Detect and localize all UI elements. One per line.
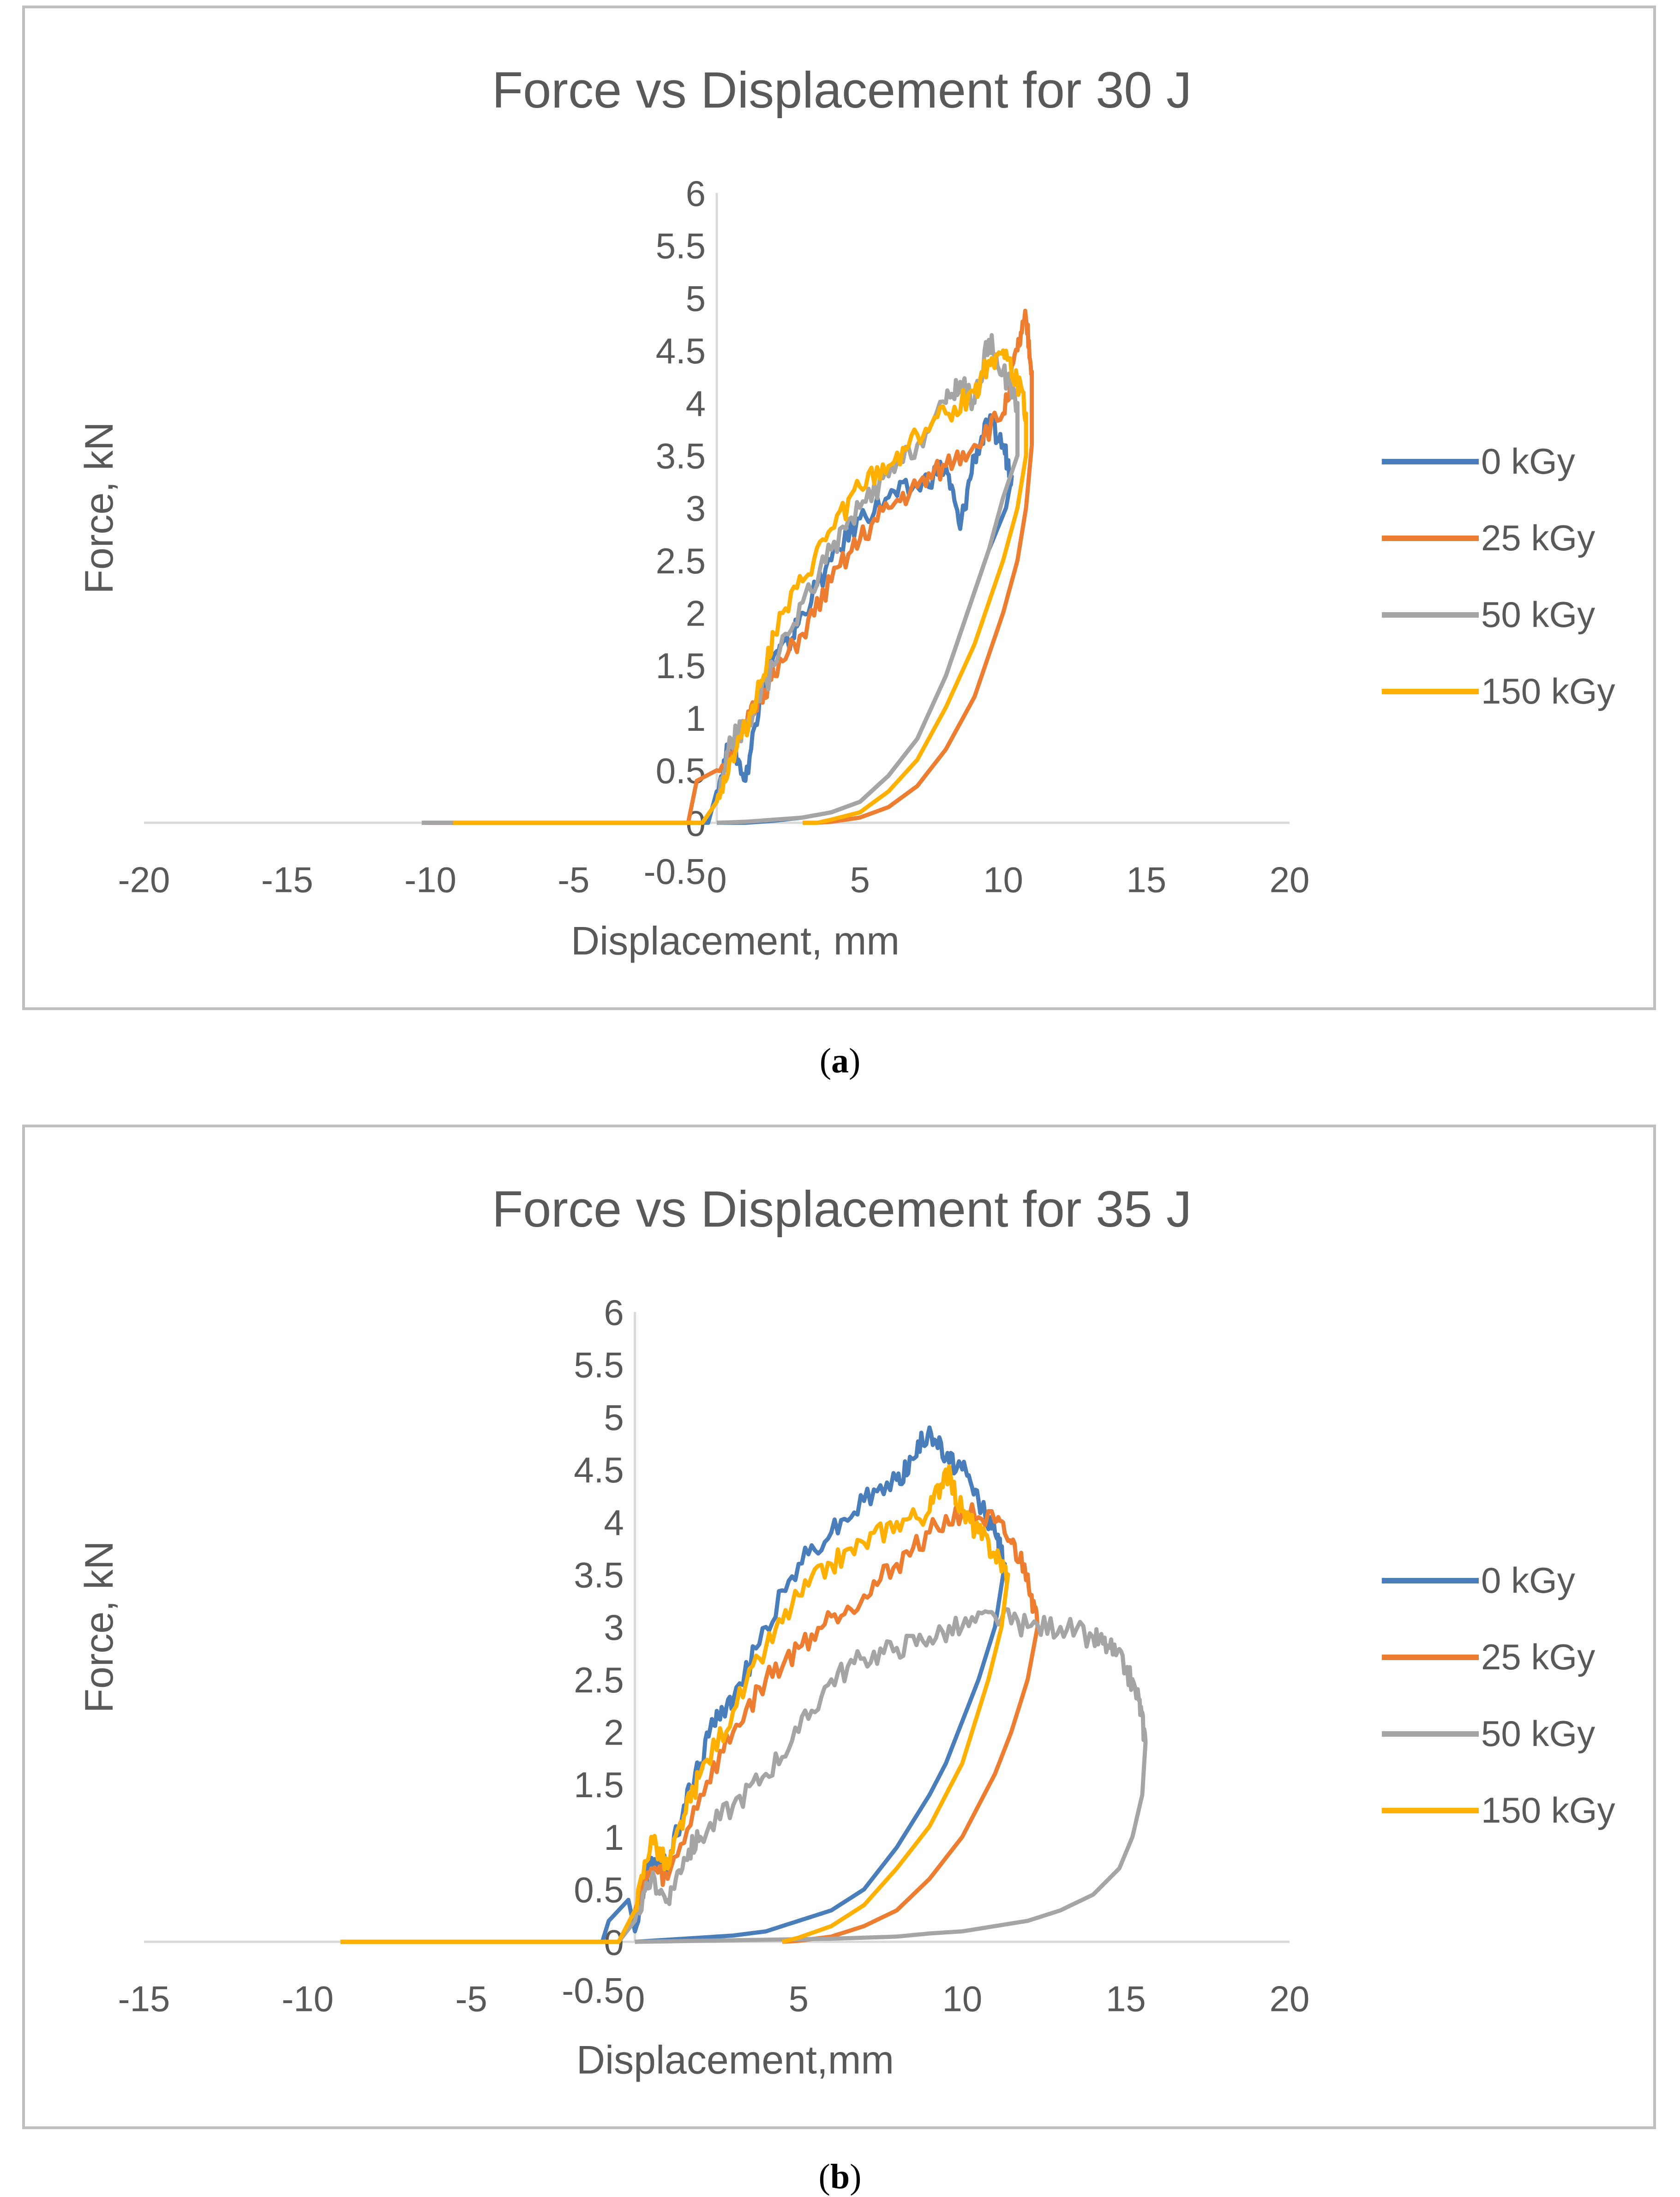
x-tick-label: -15 <box>118 1978 170 2019</box>
series-line-150-kgy <box>453 348 1028 825</box>
y-tick-label: 1.5 <box>574 1764 624 1805</box>
y-tick-label: 4.5 <box>574 1450 624 1490</box>
x-tick-label: -20 <box>118 859 170 900</box>
x-tick-label: 5 <box>789 1978 809 2019</box>
y-tick-label: 5.5 <box>574 1345 624 1385</box>
x-tick-label: 20 <box>1270 1978 1310 2019</box>
y-axis-title: Force, kN <box>77 422 121 594</box>
y-tick-label: 3.5 <box>656 435 706 476</box>
y-tick-label: 0.5 <box>656 751 706 791</box>
legend-label-25-kgy: 25 kGy <box>1481 1637 1595 1677</box>
x-tick-label: -5 <box>455 1978 487 2019</box>
x-axis-title: Displacement,mm <box>576 2038 894 2082</box>
y-tick-label: 1 <box>686 698 706 739</box>
y-tick-label: 2.5 <box>656 541 706 581</box>
chart-35j: Force vs Displacement for 35 J -15 -10 -5 0 5… <box>77 1181 1615 2082</box>
y-tick-label: 1.5 <box>656 645 706 686</box>
y-tick-label: 5 <box>686 278 706 319</box>
chart-title: Force vs Displacement for 35 J <box>492 1181 1192 1238</box>
series-line-50-kgy <box>421 333 1020 825</box>
y-tick-label: 2.5 <box>574 1660 624 1700</box>
x-tick-label: 20 <box>1270 859 1310 900</box>
x-tick-label: 15 <box>1126 859 1166 900</box>
x-tick-label: 0 <box>707 859 726 900</box>
chart-panel-b: Force vs Displacement for 35 J -15 -10 -5 0 5… <box>22 1125 1656 2129</box>
y-axis-title: Force, kN <box>77 1541 121 1713</box>
legend-label-25-kgy: 25 kGy <box>1481 518 1595 558</box>
x-tick-label: 5 <box>850 859 870 900</box>
y-tick-label: 5.5 <box>656 226 706 266</box>
legend-label-150-kgy: 150 kGy <box>1481 671 1615 711</box>
x-tick-label: 0 <box>625 1978 645 2019</box>
y-tick-label: 6 <box>604 1292 624 1333</box>
chart-30j: Force vs Displacement for 30 J -20 -15 -10 -… <box>77 62 1615 963</box>
x-axis-title: Displacement, mm <box>571 919 900 963</box>
series-line-150-kgy <box>340 1464 1010 1944</box>
legend-label-0-kgy: 0 kGy <box>1481 441 1575 482</box>
y-tick-label: 0.5 <box>574 1870 624 1910</box>
x-tick-label: 15 <box>1106 1978 1146 2019</box>
series-line-25-kgy <box>340 1502 1040 1944</box>
y-tick-label: -0.5 <box>644 851 706 891</box>
chart-panel-a: Force vs Displacement for 30 J -20 -15 -10 -… <box>22 6 1656 1010</box>
y-tick-label: 4 <box>686 383 706 424</box>
y-tick-label: 3.5 <box>574 1554 624 1595</box>
chart-title: Force vs Displacement for 30 J <box>492 62 1192 119</box>
y-tick-label: 4.5 <box>656 331 706 371</box>
x-tick-label: 10 <box>983 859 1023 900</box>
x-tick-label: -15 <box>261 859 313 900</box>
legend-label-50-kgy: 50 kGy <box>1481 594 1595 635</box>
y-tick-label: 2 <box>604 1712 624 1753</box>
caption-a: (a) <box>819 1041 861 1080</box>
legend-label-150-kgy: 150 kGy <box>1481 1790 1615 1830</box>
y-tick-label: 3 <box>686 488 706 529</box>
legend-label-0-kgy: 0 kGy <box>1481 1560 1575 1601</box>
y-tick-label: -0.5 <box>562 1970 624 2010</box>
legend-label-50-kgy: 50 kGy <box>1481 1713 1595 1754</box>
y-tick-label: 5 <box>604 1397 624 1438</box>
y-tick-label: 3 <box>604 1607 624 1648</box>
y-tick-label: 4 <box>604 1502 624 1543</box>
y-tick-label: 1 <box>604 1817 624 1858</box>
caption-b: (b) <box>818 2157 862 2196</box>
x-tick-label: -5 <box>558 859 589 900</box>
x-tick-label: -10 <box>282 1978 334 2019</box>
series-line-50-kgy <box>340 1607 1148 1944</box>
y-tick-label: 6 <box>686 173 706 214</box>
x-tick-label: 10 <box>942 1978 982 2019</box>
y-tick-label: 2 <box>686 593 706 634</box>
x-tick-label: -10 <box>404 859 456 900</box>
